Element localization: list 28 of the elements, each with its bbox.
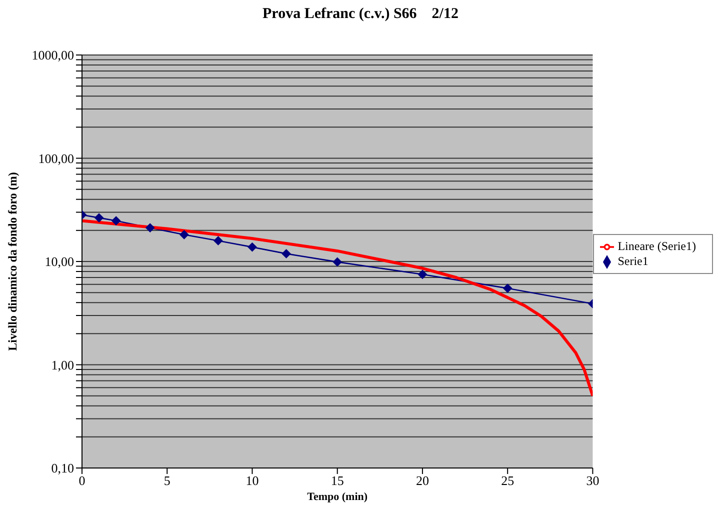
- line-series: [82, 219, 593, 398]
- point: [112, 216, 121, 226]
- point: [94, 213, 104, 222]
- y-axis-title: Livello dinamico da fondo foro (m): [5, 172, 20, 351]
- chart-title: Prova Lefranc (c.v.) S66 2/12: [262, 6, 460, 23]
- point: [418, 270, 427, 279]
- x-tick-label: 15: [330, 473, 344, 488]
- y-tick-label: 1,00: [51, 357, 74, 372]
- x-tick-label: 0: [78, 473, 86, 488]
- x-tick-label: 25: [501, 473, 514, 488]
- point: [282, 249, 291, 258]
- point: [503, 284, 512, 293]
- point: [332, 257, 342, 266]
- x-tick-label: 5: [164, 473, 170, 488]
- point: [214, 236, 223, 246]
- y-tick-label: 10,00: [44, 254, 74, 270]
- x-tick-label: 30: [586, 473, 600, 488]
- legend-label: Serie1: [618, 254, 648, 268]
- y-tick-label: 1000,00: [32, 48, 74, 63]
- x-axis-title: Tempo (min): [307, 491, 368, 503]
- x-tick-label: 10: [246, 473, 259, 488]
- y-tick-label: 100,00: [38, 150, 74, 166]
- legend-label: Lineare (Serie1): [618, 238, 696, 253]
- y-tick-label: 0,10: [51, 460, 74, 476]
- point: [146, 223, 155, 232]
- point: [180, 230, 189, 240]
- point: [248, 242, 257, 252]
- x-tick-label: 20: [416, 473, 429, 488]
